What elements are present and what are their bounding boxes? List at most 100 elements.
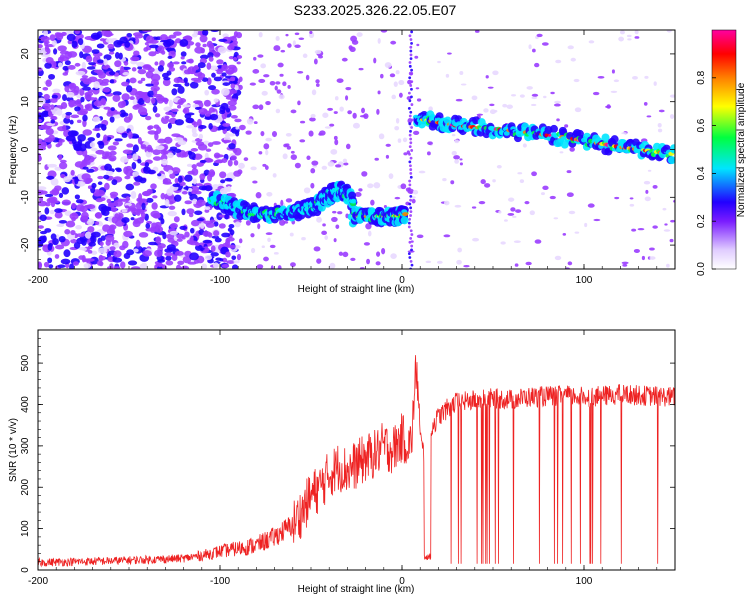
spectrogram-cell (203, 220, 212, 225)
spectrogram-cell (181, 61, 187, 65)
spectrogram-cell (124, 41, 131, 48)
spectrogram-cell (274, 85, 278, 91)
spectrogram-cell (471, 206, 477, 209)
spectrogram-cell (70, 229, 76, 236)
spectrogram-cell (297, 100, 301, 106)
spectrogram-cell (117, 198, 123, 202)
spectrogram-cell (123, 230, 133, 238)
spectrogram-cell (534, 62, 540, 68)
spectrogram-cell (70, 169, 75, 176)
spectrogram-cell (260, 63, 267, 69)
spectrogram-cell (125, 205, 130, 209)
x-tick-label: -200 (28, 576, 48, 587)
spectrogram-cell (175, 264, 182, 269)
spectrogram-cell (162, 181, 173, 185)
spectrogram-cell (232, 56, 238, 61)
spectrogram-cell (64, 85, 70, 93)
x-tick-label: -200 (28, 275, 48, 286)
spectrogram-cell (105, 38, 115, 44)
spectrogram-cell (161, 158, 168, 166)
spectrogram-cell (398, 80, 405, 86)
spectrogram-cell (332, 210, 337, 214)
spectrogram-cell (543, 95, 547, 99)
spectrogram-cell (163, 97, 169, 105)
spectrogram-cell (71, 138, 77, 145)
spectrogram-cell (214, 154, 224, 158)
spectrogram-cell (79, 88, 85, 96)
spectrogram-cell (427, 141, 433, 146)
spectrogram-cell (188, 152, 196, 160)
spectrogram-cell (230, 98, 237, 102)
spectrogram-cell (194, 242, 200, 247)
spectrogram-cell (531, 96, 538, 100)
spectrogram-cell (128, 112, 133, 121)
spectrogram-cell (38, 235, 47, 244)
spectrogram-cell (496, 164, 502, 169)
spectrogram-cell (410, 248, 413, 252)
spectrogram-cell (152, 195, 158, 199)
spectrogram-cell (204, 89, 210, 96)
spectrogram-cell (221, 264, 230, 268)
spectrogram-cell (500, 241, 506, 245)
spectrogram-cell (126, 154, 133, 159)
spectrogram-cell (643, 102, 648, 106)
spectrogram-cell (459, 162, 463, 166)
spectrogram-cell (263, 74, 270, 78)
spectrogram-cell (447, 52, 452, 55)
spectrogram-cell (138, 232, 149, 238)
spectrogram-cell (290, 150, 295, 154)
spectrogram-cell (425, 260, 432, 264)
spectrogram-cell (316, 216, 322, 223)
spectrogram-cell (207, 142, 214, 147)
spectrogram-cell (227, 89, 238, 94)
spectrogram-cell (145, 150, 152, 158)
spectrogram-cell (374, 157, 379, 161)
spectrogram-cell (634, 36, 640, 39)
spectrogram-cell (62, 72, 69, 76)
spectrogram-cell (168, 205, 176, 210)
spectrogram-cell (121, 217, 130, 224)
spectrogram-cell (154, 132, 159, 141)
spectrogram-cell (99, 38, 106, 42)
spectrogram-cell (631, 228, 637, 232)
spectrogram-cell (152, 156, 162, 161)
spectrogram-cell (130, 190, 137, 199)
spectrogram-cell (77, 110, 88, 116)
spectrogram-cell (408, 256, 412, 259)
spectrogram-cell (189, 252, 199, 261)
spectrogram-cell (209, 219, 216, 223)
spectrogram-cell (402, 212, 409, 217)
spectrogram-cell (330, 149, 338, 155)
spectrogram-cell (230, 76, 236, 82)
spectrogram-cell (152, 105, 158, 113)
spectrogram-cell (350, 35, 358, 42)
spectrogram-cell (63, 176, 71, 183)
spectrogram-cell (73, 241, 81, 249)
spectrogram-cell (136, 61, 145, 67)
spectrogram-cell (75, 199, 84, 204)
spectrogram-cell (51, 39, 57, 46)
spectrogram-y-axis-label: Frequency (Hz) (8, 116, 19, 185)
spectrogram-cell (409, 172, 413, 175)
spectrogram-cell (226, 260, 236, 264)
spectrogram-cell (377, 90, 381, 95)
spectrogram-cell (77, 134, 86, 142)
spectrogram-cell (584, 222, 588, 228)
spectrogram-cell (113, 250, 122, 258)
spectrogram-cell (82, 119, 87, 128)
spectrogram-cell (315, 79, 320, 84)
spectrogram-cell (643, 180, 651, 185)
spectrogram-cell (574, 231, 580, 234)
spectrogram-cell (68, 99, 75, 108)
spectrogram-cell (649, 256, 656, 260)
spectrogram-cell (70, 114, 80, 119)
spectrogram-cell (171, 254, 178, 262)
spectrogram-cell (210, 245, 216, 252)
spectrogram-cell (70, 238, 77, 244)
spectrogram-cell (239, 124, 246, 131)
spectrogram-cell (173, 194, 182, 202)
spectrogram-cell (410, 103, 414, 106)
spectrogram-cell (227, 159, 233, 167)
spectrogram-cell (208, 56, 214, 62)
spectrogram-cell (43, 30, 49, 37)
